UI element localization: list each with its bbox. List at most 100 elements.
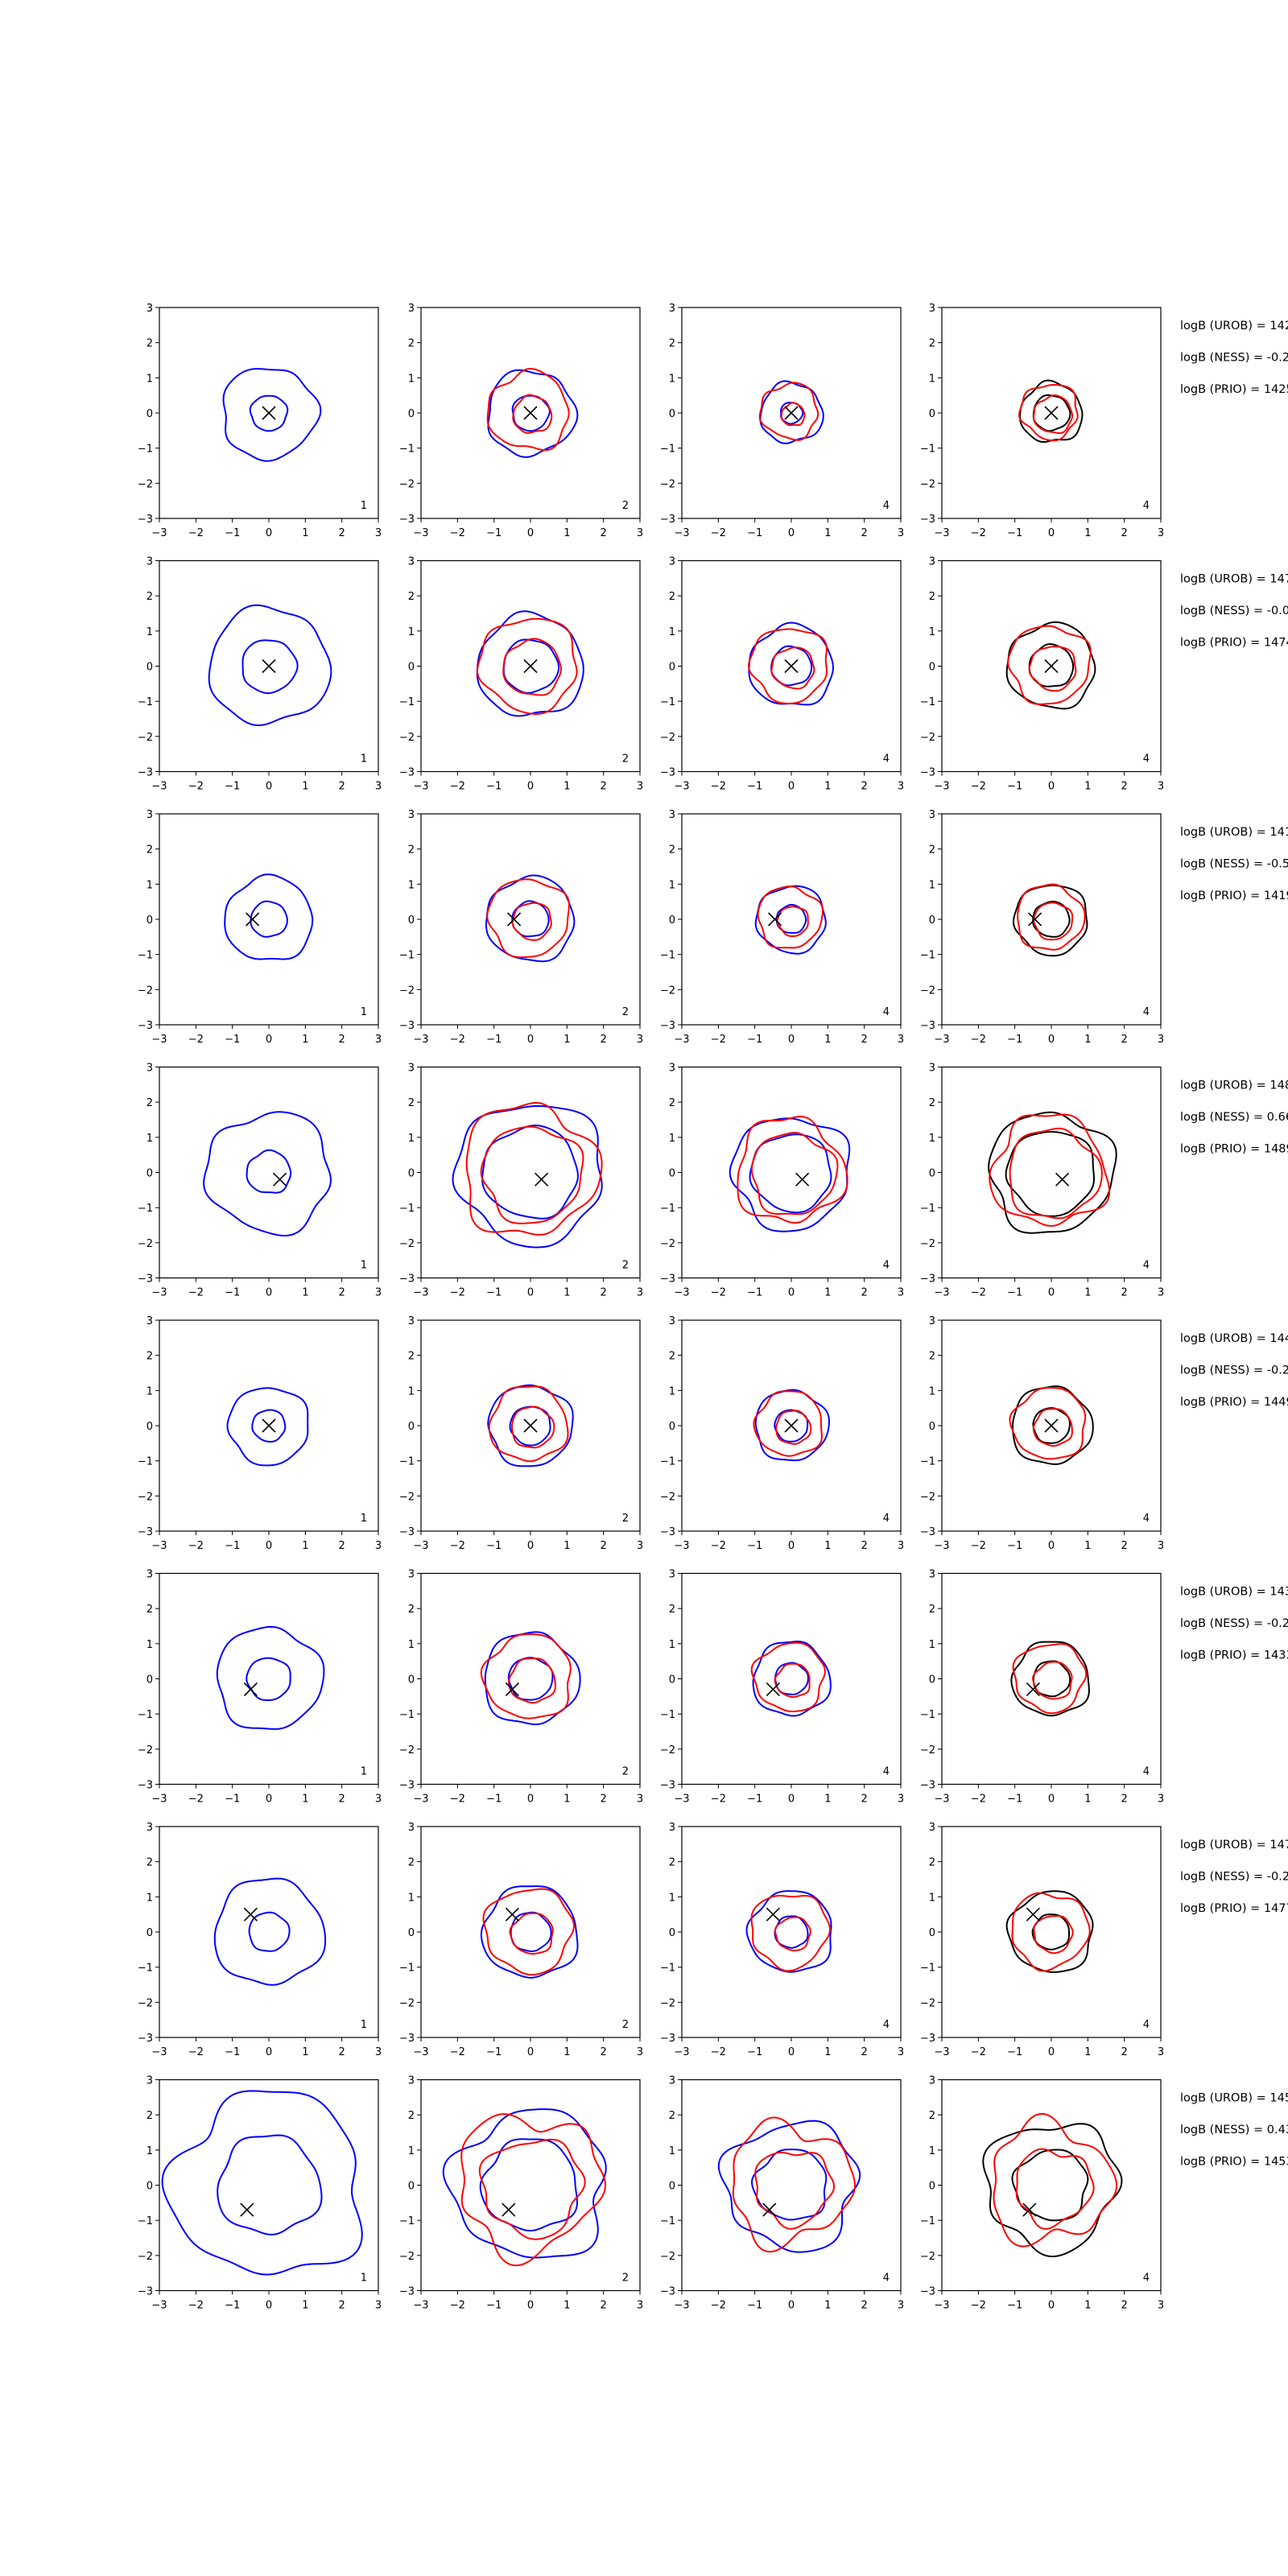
y-tick-label: 1 (147, 1892, 153, 1904)
y-tick-label: 3 (147, 1569, 153, 1581)
panel-r7-c1: −3 −2 −1 0 1 2 3 −3 −2 −1 0 1 2 3 1 (138, 1822, 382, 2058)
logb-text: logB (UROB) = 147 (1180, 573, 1288, 586)
contour-inner (770, 646, 815, 690)
x-tick-label: 3 (375, 2046, 382, 2058)
logb-text: logB (PRIO) = 1477 (1180, 1902, 1288, 1915)
y-tick-label: −3 (399, 2286, 415, 2298)
y-tick-label: −2 (660, 985, 675, 997)
x-tick-label: 0 (266, 1034, 272, 1046)
x-tick-label: −1 (486, 1287, 502, 1299)
x-tick-label: −2 (711, 1034, 726, 1046)
y-tick-label: 1 (147, 373, 153, 385)
y-tick-label: 3 (147, 556, 153, 568)
y-tick-label: −1 (138, 444, 153, 456)
y-tick-label: 3 (408, 1822, 415, 1834)
x-tick-label: −2 (188, 1540, 204, 1552)
x-tick-label: −3 (934, 1540, 949, 1552)
x-tick-label: −2 (188, 1034, 204, 1046)
logb-text: logB (NESS) = -0.55 (1180, 858, 1288, 871)
y-tick-label: −1 (920, 1709, 935, 1721)
x-tick-label: 3 (898, 1540, 904, 1552)
logb-annotations-r5: logB (UROB) = 144 logB (NESS) = -0.27 logB… (1180, 1332, 1288, 1409)
x-tick-label: 1 (564, 781, 570, 793)
axes-frame (159, 813, 379, 1026)
x-tick-label: −1 (225, 2300, 240, 2312)
contour-inner (1011, 2149, 1089, 2222)
logb-text: logB (NESS) = -0.27 (1180, 1617, 1288, 1630)
panel-tag: 2 (622, 1513, 629, 1525)
y-tick-label: 0 (669, 914, 675, 927)
y-tick-label: 2 (669, 1857, 675, 1869)
contour-outer (476, 617, 578, 716)
truth-marker (1044, 406, 1059, 420)
x-tick-label: 2 (861, 2046, 868, 2058)
y-tick-label: −2 (399, 1491, 415, 1503)
y-tick-label: 0 (669, 1168, 675, 1180)
contour-outer (465, 1101, 603, 1236)
y-tick-label: 1 (408, 626, 415, 638)
x-tick-label: 0 (527, 1034, 534, 1046)
x-tick-label: −2 (188, 1794, 204, 1806)
y-tick-label: 2 (147, 1351, 153, 1363)
y-tick-label: 3 (147, 303, 153, 315)
y-tick-label: −2 (138, 1238, 153, 1250)
logb-text: logB (PRIO) = 1433 (1180, 1649, 1288, 1662)
contour-outer (1011, 1892, 1091, 1972)
x-tick-label: −3 (934, 527, 949, 539)
x-tick-label: 1 (1084, 2046, 1091, 2058)
x-tick-label: 1 (824, 1287, 831, 1299)
x-tick-label: 2 (861, 1794, 868, 1806)
y-tick-label: 2 (669, 1351, 675, 1363)
panel-tag: 4 (1143, 1766, 1150, 1778)
y-tick-label: −3 (920, 2286, 935, 2298)
axes-frame (681, 2079, 902, 2292)
panel-tag: 2 (622, 2019, 629, 2031)
y-tick-label: −1 (399, 1709, 415, 1721)
x-tick-label: −1 (225, 1794, 240, 1806)
y-tick-label: −3 (920, 767, 935, 779)
y-tick-label: −1 (399, 1456, 415, 1468)
axes-frame (159, 1826, 379, 2038)
y-tick-label: 2 (669, 338, 675, 350)
x-tick-label: 0 (266, 1794, 272, 1806)
x-tick-label: 1 (1084, 1034, 1091, 1046)
x-tick-label: 3 (637, 1034, 643, 1046)
panel-r4-c2: −3 −2 −1 0 1 2 3 −3 −2 −1 0 1 2 3 2 (399, 1063, 643, 1299)
y-tick-label: −3 (138, 1274, 153, 1286)
x-tick-label: −3 (674, 1034, 689, 1046)
y-tick-label: 0 (408, 408, 415, 420)
x-tick-label: 3 (898, 1034, 904, 1046)
axes-frame (681, 813, 902, 1026)
y-tick-label: 0 (929, 1168, 935, 1180)
x-tick-label: −2 (450, 527, 465, 539)
y-tick-label: 0 (147, 1168, 153, 1180)
contour-inner (1032, 1661, 1073, 1700)
x-tick-label: −2 (711, 1794, 726, 1806)
contour-outer (216, 1625, 325, 1730)
x-tick-label: 3 (1158, 527, 1164, 539)
x-tick-label: 3 (637, 1540, 643, 1552)
contour-outer (1005, 1890, 1094, 1973)
y-tick-label: −3 (660, 767, 675, 779)
contour-outer (442, 2108, 607, 2259)
panel-r6-c2: −3 −2 −1 0 1 2 3 −3 −2 −1 0 1 2 3 2 (399, 1569, 643, 1806)
x-tick-label: −1 (225, 527, 240, 539)
x-tick-label: −2 (188, 1287, 204, 1299)
panel-tag: 1 (361, 1513, 367, 1525)
x-tick-label: −2 (971, 781, 986, 793)
y-tick-label: 2 (408, 591, 415, 603)
x-tick-label: −3 (674, 1540, 689, 1552)
x-tick-label: 2 (1121, 1034, 1128, 1046)
truth-marker (523, 1418, 538, 1433)
contour-outer (484, 1631, 581, 1726)
x-tick-label: −2 (971, 1287, 986, 1299)
y-tick-label: −2 (660, 1491, 675, 1503)
y-tick-label: 1 (669, 626, 675, 638)
truth-marker (766, 1682, 780, 1697)
contour-outer (460, 2113, 606, 2267)
contour-inner (1033, 1915, 1074, 1955)
contour-inner (750, 2149, 828, 2221)
contour-inner (478, 2138, 586, 2240)
x-tick-label: −3 (151, 1794, 167, 1806)
panel-r1-c4: −3 −2 −1 0 1 2 3 −3 −2 −1 0 1 2 3 4 (920, 303, 1164, 539)
